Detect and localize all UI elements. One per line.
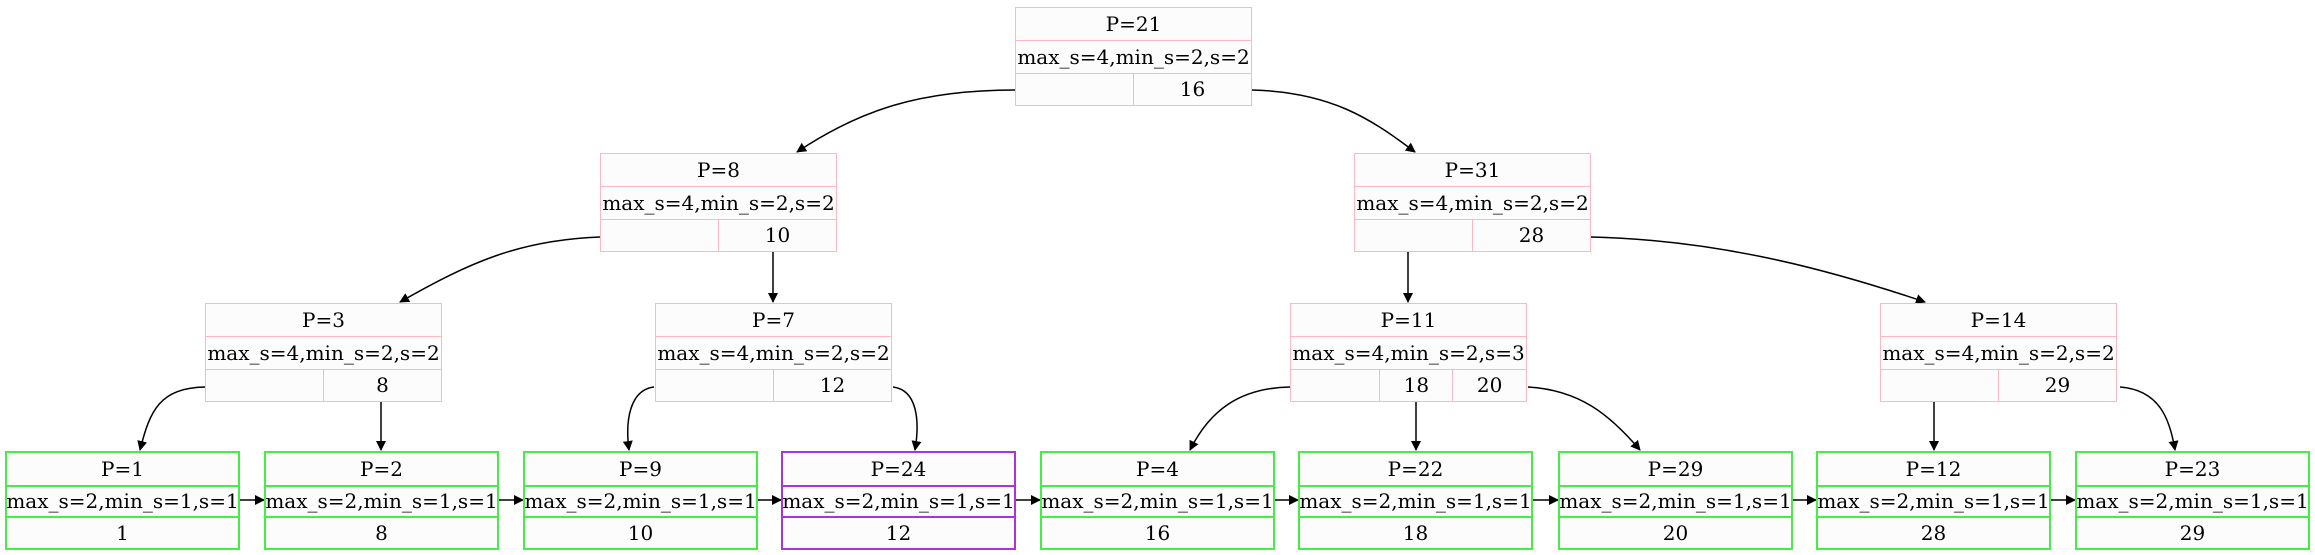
edge-p11-p29 — [1527, 386, 1641, 451]
node-info: max_s=2,min_s=1,s=1 — [782, 484, 1015, 517]
key-cell: 10 — [718, 219, 836, 251]
node-title: P=4 — [1136, 456, 1179, 481]
node-value: 1 — [7, 516, 238, 548]
edge-p31-p14 — [1590, 236, 1926, 304]
leaf-node-p4: P=4 max_s=2,min_s=1,s=1 16 — [1040, 451, 1275, 550]
node-title: P=21 — [1105, 12, 1162, 37]
key-cell — [1291, 370, 1379, 401]
node-p3: P=3 max_s=4,min_s=2,s=2 8 — [205, 303, 442, 402]
node-value: 18 — [1300, 516, 1531, 548]
node-title: P=22 — [1387, 456, 1444, 481]
node-keys: 12 — [656, 368, 891, 401]
node-title: P=9 — [619, 456, 662, 481]
node-info: max_s=4,min_s=2,s=2 — [601, 186, 836, 218]
node-value: 12 — [783, 516, 1014, 548]
edge-p7-p24 — [892, 386, 922, 451]
leaf-node-p9: P=9 max_s=2,min_s=1,s=1 10 — [523, 451, 758, 550]
node-value: 20 — [1560, 516, 1791, 548]
node-keys: 16 — [1016, 72, 1251, 105]
node-title: P=24 — [870, 456, 927, 481]
node-info: max_s=4,min_s=2,s=3 — [1291, 336, 1526, 368]
node-info: max_s=2,min_s=1,s=1 — [524, 484, 757, 517]
key-cell: 20 — [1452, 369, 1526, 401]
node-info: max_s=4,min_s=2,s=2 — [1881, 336, 2116, 368]
node-p7: P=7 max_s=4,min_s=2,s=2 12 — [655, 303, 892, 402]
edge-p14-p23 — [2119, 386, 2179, 451]
node-keys: 10 — [601, 218, 836, 251]
node-keys: 8 — [206, 368, 441, 401]
node-title: P=8 — [697, 158, 740, 183]
node-value: 16 — [1042, 516, 1273, 548]
leaf-node-p22: P=22 max_s=2,min_s=1,s=1 18 — [1298, 451, 1533, 550]
key-cell — [1016, 74, 1133, 105]
edge-p21-p31 — [1251, 89, 1416, 153]
key-cell: 28 — [1472, 219, 1590, 251]
key-cell: 8 — [323, 369, 441, 401]
node-p31: P=31 max_s=4,min_s=2,s=2 28 — [1354, 153, 1591, 252]
key-cell — [656, 370, 773, 401]
node-value: 10 — [525, 516, 756, 548]
node-info: max_s=2,min_s=1,s=1 — [6, 484, 239, 517]
node-info: max_s=2,min_s=1,s=1 — [2076, 484, 2309, 517]
key-cell — [601, 220, 718, 251]
leaf-node-p1: P=1 max_s=2,min_s=1,s=1 1 — [5, 451, 240, 550]
edge-p3-p1 — [137, 386, 206, 451]
node-title: P=12 — [1905, 456, 1962, 481]
key-cell: 12 — [773, 369, 891, 401]
node-value: 8 — [266, 516, 497, 548]
node-info: max_s=2,min_s=1,s=1 — [1817, 484, 2050, 517]
node-info: max_s=4,min_s=2,s=2 — [206, 336, 441, 368]
node-info: max_s=2,min_s=1,s=1 — [1299, 484, 1532, 517]
leaf-node-p24: P=24 max_s=2,min_s=1,s=1 12 — [781, 451, 1016, 550]
edge-p21-p8 — [796, 89, 1016, 153]
edge-p11-p4 — [1189, 386, 1291, 451]
leaf-node-p23: P=23 max_s=2,min_s=1,s=1 29 — [2075, 451, 2310, 550]
node-title: P=2 — [360, 456, 403, 481]
key-cell — [1355, 220, 1472, 251]
node-keys: 18 20 — [1291, 368, 1526, 401]
node-p14: P=14 max_s=4,min_s=2,s=2 29 — [1880, 303, 2117, 402]
node-value: 29 — [2077, 516, 2308, 548]
node-value: 28 — [1818, 516, 2049, 548]
node-info: max_s=4,min_s=2,s=2 — [656, 336, 891, 368]
key-cell: 29 — [1998, 369, 2116, 401]
node-title: P=1 — [101, 456, 144, 481]
node-info: max_s=2,min_s=1,s=1 — [1041, 484, 1274, 517]
edge-p8-p3 — [399, 236, 601, 303]
node-title: P=11 — [1380, 308, 1437, 333]
edge-p7-p9 — [622, 386, 655, 451]
leaf-node-p2: P=2 max_s=2,min_s=1,s=1 8 — [264, 451, 499, 550]
node-p11: P=11 max_s=4,min_s=2,s=3 18 20 — [1290, 303, 1527, 402]
key-cell: 16 — [1133, 73, 1251, 105]
node-info: max_s=4,min_s=2,s=2 — [1016, 40, 1251, 72]
node-title: P=23 — [2164, 456, 2221, 481]
node-info: max_s=2,min_s=1,s=1 — [265, 484, 498, 517]
node-keys: 28 — [1355, 218, 1590, 251]
leaf-node-p12: P=12 max_s=2,min_s=1,s=1 28 — [1816, 451, 2051, 550]
node-keys: 29 — [1881, 368, 2116, 401]
key-cell: 18 — [1379, 369, 1452, 401]
node-title: P=3 — [302, 308, 345, 333]
node-title: P=29 — [1647, 456, 1704, 481]
node-info: max_s=2,min_s=1,s=1 — [1559, 484, 1792, 517]
leaf-node-p29: P=29 max_s=2,min_s=1,s=1 20 — [1558, 451, 1793, 550]
node-title: P=14 — [1970, 308, 2027, 333]
node-p21: P=21 max_s=4,min_s=2,s=2 16 — [1015, 7, 1252, 106]
node-info: max_s=4,min_s=2,s=2 — [1355, 186, 1590, 218]
key-cell — [206, 370, 323, 401]
node-p8: P=8 max_s=4,min_s=2,s=2 10 — [600, 153, 837, 252]
node-title: P=31 — [1444, 158, 1501, 183]
key-cell — [1881, 370, 1998, 401]
node-title: P=7 — [752, 308, 795, 333]
